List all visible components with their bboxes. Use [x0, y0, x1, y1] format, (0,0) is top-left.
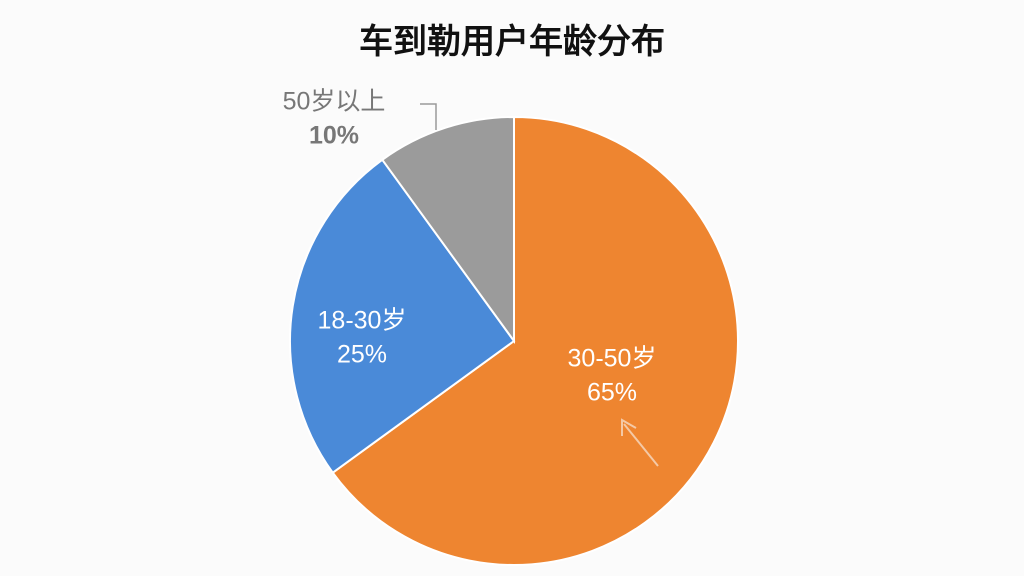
- slice-category-label: 18-30岁: [318, 307, 407, 335]
- pointer-head: [621, 418, 637, 436]
- slice-value-label: 25%: [337, 341, 387, 369]
- pie-slice: [380, 115, 515, 345]
- slice-value-label: 65%: [587, 379, 637, 407]
- chart-title: 车到勒用户年龄分布: [359, 23, 665, 61]
- slice-value-label: 10%: [309, 122, 359, 150]
- pie: [289, 115, 739, 566]
- pie-slice: [289, 158, 516, 475]
- slice-category-label: 30-50岁: [568, 345, 657, 373]
- slice-category-label: 50岁以上: [283, 88, 386, 116]
- pointer-line: [623, 423, 659, 467]
- leader-line: [420, 103, 437, 130]
- pie-slice: [331, 115, 739, 566]
